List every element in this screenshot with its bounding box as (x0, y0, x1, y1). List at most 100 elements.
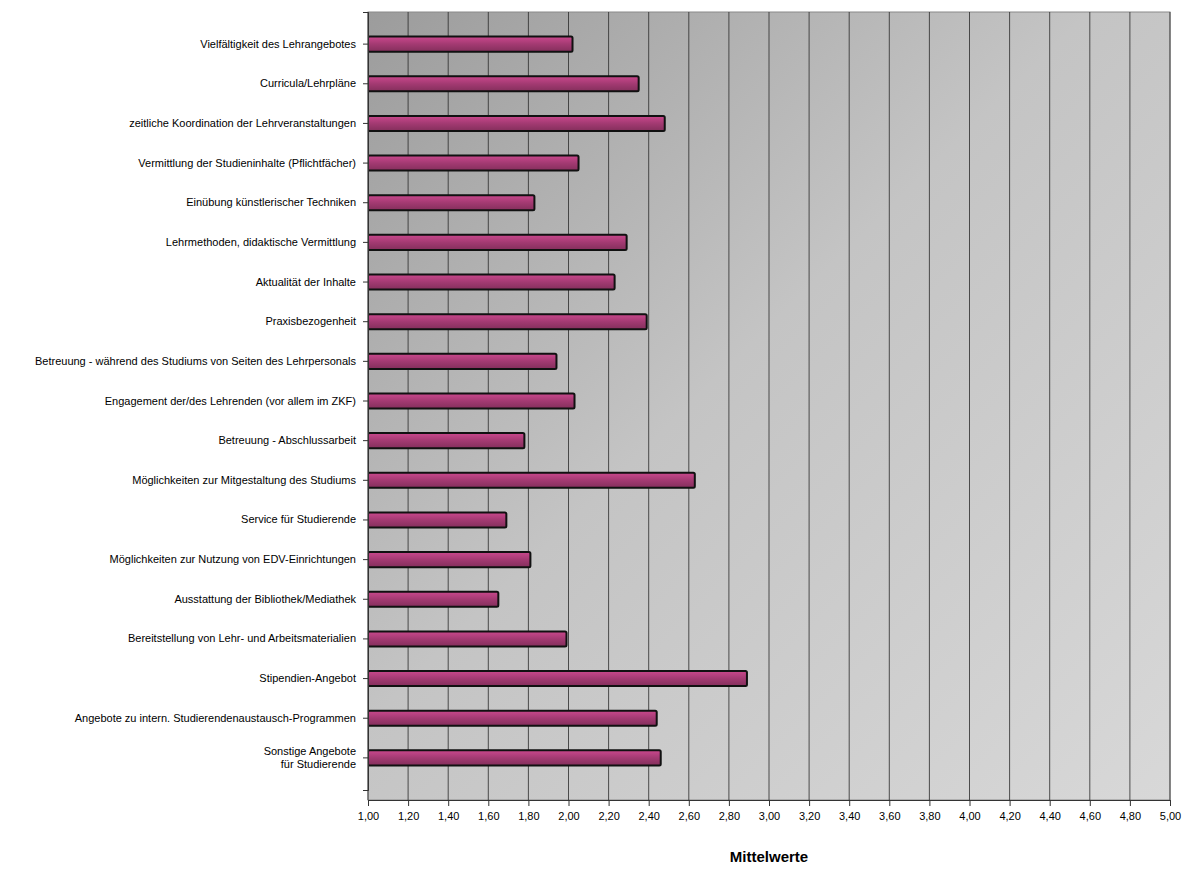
y-tick-label: Betreuung - während des Studiums von Sei… (35, 355, 357, 367)
x-tick: 2,00 (558, 800, 579, 822)
y-tick: Vielfältigkeit des Lehrangebotes (200, 38, 368, 50)
x-tick-mark (569, 800, 570, 806)
y-tick-label: Vielfältigkeit des Lehrangebotes (200, 38, 356, 50)
y-tick: Betreuung - Abschlussarbeit (218, 434, 368, 446)
x-tick-mark (1170, 800, 1171, 806)
y-tick-label: Stipendien-Angebot (259, 672, 356, 684)
y-tick: Einübung künstlerischer Techniken (186, 196, 368, 208)
x-tick-label: 5,00 (1160, 810, 1181, 822)
grid-line (809, 12, 810, 800)
grid-line (1129, 12, 1130, 800)
grid-line (889, 12, 890, 800)
y-tick: Sonstige Angebotefür Studierende (264, 745, 368, 770)
y-tick-mark (363, 638, 368, 639)
x-tick-label: 3,20 (799, 810, 820, 822)
y-tick-label: Angebote zu intern. Studierendenaustausc… (75, 712, 356, 724)
bar (368, 275, 615, 290)
y-tick-mark (363, 282, 368, 283)
y-tick-label: Aktualität der Inhalte (256, 276, 356, 288)
y-tick-mark (363, 123, 368, 124)
x-tick-mark (1090, 800, 1091, 806)
y-tick-mark (363, 440, 368, 441)
grid-line (1089, 12, 1090, 800)
y-tick-mark (363, 519, 368, 520)
x-tick: 4,40 (1039, 800, 1060, 822)
x-tick-label: 4,60 (1080, 810, 1101, 822)
y-tick: Betreuung - während des Studiums von Sei… (35, 355, 368, 367)
y-tick-label: Betreuung - Abschlussarbeit (218, 434, 356, 446)
x-tick: 1,20 (398, 800, 419, 822)
y-tick-label: Bereitstellung von Lehr- und Arbeitsmate… (128, 632, 356, 644)
x-tick-mark (448, 800, 449, 806)
bar (368, 393, 575, 408)
grid-line (769, 12, 770, 800)
x-tick: 1,40 (438, 800, 459, 822)
x-tick: 1,60 (478, 800, 499, 822)
y-tick: Möglichkeiten zur Nutzung von EDV-Einric… (110, 553, 368, 565)
bar (368, 314, 647, 329)
x-tick-mark (1130, 800, 1131, 806)
bar (368, 235, 627, 250)
x-tick-mark (1010, 800, 1011, 806)
y-tick-label: Einübung künstlerischer Techniken (186, 196, 356, 208)
chart: 1,001,201,401,601,802,002,202,402,602,80… (0, 0, 1196, 891)
y-tick: Engagement der/des Lehrenden (vor allem … (105, 395, 368, 407)
x-tick-mark (689, 800, 690, 806)
x-tick: 3,80 (919, 800, 940, 822)
y-tick: Angebote zu intern. Studierendenaustausc… (75, 712, 368, 724)
x-tick-label: 2,80 (719, 810, 740, 822)
y-tick-label: Praxisbezogenheit (265, 315, 356, 327)
x-tick: 3,20 (799, 800, 820, 822)
bar (368, 473, 695, 488)
y-tick-mark (363, 718, 368, 719)
bars (368, 37, 747, 766)
x-tick: 4,00 (959, 800, 980, 822)
bar (368, 37, 573, 52)
grid-line (969, 12, 970, 800)
y-tick-label: Möglichkeiten zur Nutzung von EDV-Einric… (110, 553, 356, 565)
x-tick-label: 3,00 (759, 810, 780, 822)
x-tick-label: 1,60 (478, 810, 499, 822)
grid-line (1009, 12, 1010, 800)
y-tick-mark (363, 757, 368, 758)
y-axis-line (363, 13, 369, 791)
y-tick: Curricula/Lehrpläne (260, 77, 368, 89)
bar (368, 116, 665, 131)
bar (368, 512, 506, 527)
bar (368, 156, 579, 171)
y-tick-mark (363, 559, 368, 560)
x-tick-mark (488, 800, 489, 806)
x-tick-mark (809, 800, 810, 806)
y-tick: Bereitstellung von Lehr- und Arbeitsmate… (128, 632, 368, 644)
x-tick-label: 3,40 (839, 810, 860, 822)
y-tick: zeitliche Koordination der Lehrveranstal… (129, 117, 368, 129)
x-tick-mark (970, 800, 971, 806)
x-tick-mark (849, 800, 850, 806)
x-tick: 1,80 (518, 800, 539, 822)
x-tick-label: 2,40 (638, 810, 659, 822)
x-tick: 2,80 (719, 800, 740, 822)
x-tick-label: 4,20 (999, 810, 1020, 822)
bar (368, 592, 498, 607)
y-tick: Lehrmethoden, didaktische Vermittlung (166, 236, 368, 248)
x-tick-label: 4,80 (1120, 810, 1141, 822)
bar (368, 433, 524, 448)
y-tick: Ausstattung der Bibliothek/Mediathek (174, 593, 368, 605)
x-axis-title: Mittelwerte (730, 848, 808, 865)
x-tick: 2,20 (598, 800, 619, 822)
x-tick-mark (408, 800, 409, 806)
x-tick-label: 4,00 (959, 810, 980, 822)
x-tick: 2,60 (679, 800, 700, 822)
y-tick-label: Möglichkeiten zur Mitgestaltung des Stud… (132, 474, 356, 486)
y-tick: Möglichkeiten zur Mitgestaltung des Stud… (132, 474, 368, 486)
y-tick: Praxisbezogenheit (265, 315, 368, 327)
bar (368, 711, 657, 726)
x-axis: 1,001,201,401,601,802,002,202,402,602,80… (358, 800, 1181, 822)
y-tick-label: Lehrmethoden, didaktische Vermittlung (166, 236, 356, 248)
y-tick-mark (363, 163, 368, 164)
x-tick: 3,40 (839, 800, 860, 822)
x-tick-label: 3,80 (919, 810, 940, 822)
y-tick-mark (363, 83, 368, 84)
x-tick: 4,60 (1080, 800, 1101, 822)
x-tick-mark (929, 800, 930, 806)
